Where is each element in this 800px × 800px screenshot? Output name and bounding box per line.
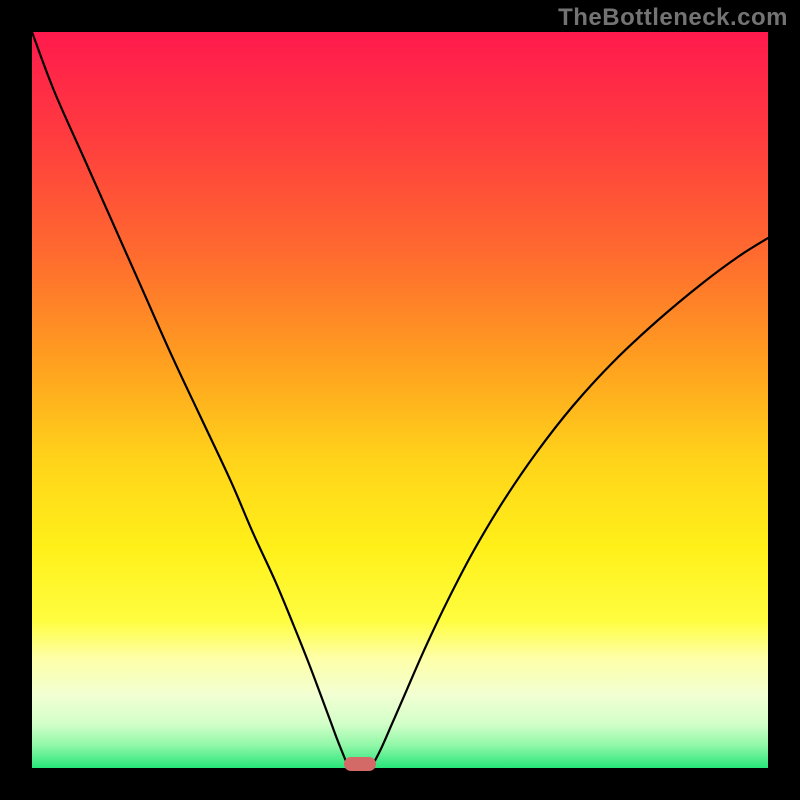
plot-area bbox=[32, 32, 768, 768]
curve-right-branch bbox=[371, 238, 768, 768]
watermark-text: TheBottleneck.com bbox=[558, 4, 788, 32]
curve-layer bbox=[32, 32, 768, 768]
curve-left-branch bbox=[32, 32, 350, 768]
bottleneck-marker bbox=[344, 757, 376, 771]
figure-root: TheBottleneck.com bbox=[0, 0, 800, 800]
